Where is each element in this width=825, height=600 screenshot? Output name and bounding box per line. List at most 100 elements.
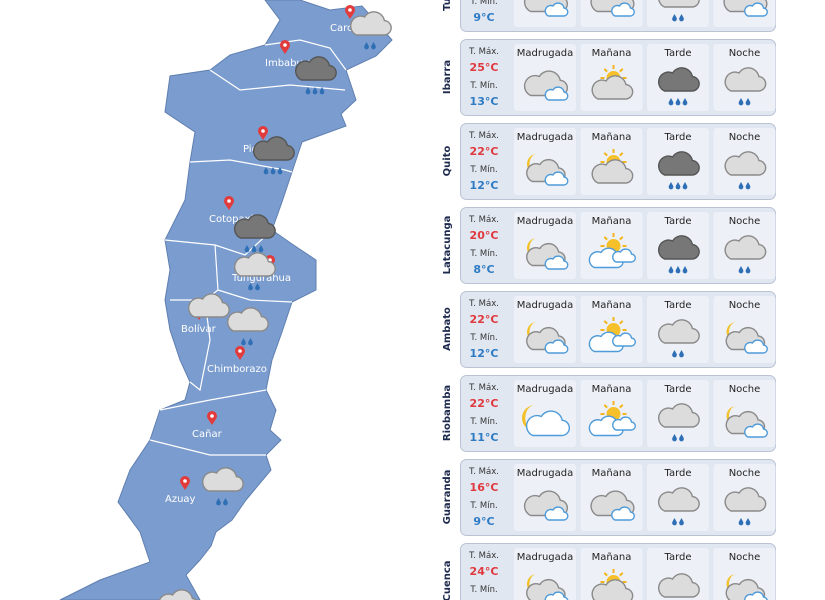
rain-drop bbox=[270, 167, 276, 175]
cloud bbox=[202, 467, 244, 492]
rain-drop bbox=[668, 266, 674, 274]
weather-icon bbox=[588, 317, 636, 353]
map-weather-icon bbox=[234, 252, 276, 291]
cloud bbox=[544, 171, 569, 186]
rain-drop bbox=[738, 518, 744, 526]
sun-ray bbox=[603, 572, 608, 577]
rain-drop bbox=[263, 167, 269, 175]
cloud bbox=[658, 573, 700, 598]
max-label: T. Máx. bbox=[468, 383, 499, 393]
city-card: Riobamba T. Máx. 22°C T. Mín. 11°C Madrugada M… bbox=[442, 375, 776, 452]
cloud bbox=[724, 67, 767, 92]
province-label: Carchi bbox=[330, 23, 362, 34]
period-label: Tarde bbox=[663, 216, 691, 227]
period-label: Tarde bbox=[663, 48, 691, 59]
cloud bbox=[591, 159, 634, 184]
rain-drop bbox=[679, 350, 684, 358]
weather-icon bbox=[523, 0, 569, 17]
period-label: Noche bbox=[729, 552, 761, 563]
cloud bbox=[744, 591, 768, 600]
weather-icon bbox=[591, 569, 634, 600]
city-name: Quito bbox=[442, 146, 453, 177]
max-temp: 20°C bbox=[470, 229, 499, 242]
weather-icon bbox=[526, 322, 569, 354]
min-label: T. Mín. bbox=[469, 501, 497, 511]
city-name: Tulcán bbox=[441, 0, 453, 11]
city-name: Riobamba bbox=[442, 385, 453, 441]
city-card: Ibarra T. Máx. 25°C T. Mín. 13°C Madrugada Mañ… bbox=[442, 39, 776, 116]
cloud bbox=[658, 319, 700, 344]
max-temp: 24°C bbox=[470, 565, 499, 578]
rain-drop bbox=[738, 182, 744, 190]
period-label: Noche bbox=[729, 468, 761, 479]
weather-icon bbox=[522, 405, 571, 437]
period-label: Tarde bbox=[663, 300, 691, 311]
period-label: Tarde bbox=[663, 384, 691, 395]
pin-dot bbox=[238, 349, 242, 353]
weather-icon bbox=[658, 319, 700, 358]
weather-icon bbox=[591, 65, 634, 100]
cloud bbox=[724, 235, 767, 260]
cloud bbox=[658, 403, 700, 428]
weather-icon bbox=[724, 235, 767, 274]
city-name: Ambato bbox=[442, 307, 453, 351]
period-label: Mañana bbox=[592, 48, 632, 59]
rain-drop bbox=[738, 98, 744, 106]
min-label: T. Mín. bbox=[469, 333, 497, 343]
cloud bbox=[544, 506, 569, 521]
weather-icon bbox=[523, 70, 569, 101]
min-label: T. Mín. bbox=[469, 165, 497, 175]
cloud bbox=[744, 2, 768, 17]
rain-drop bbox=[244, 245, 250, 253]
max-temp: 22°C bbox=[470, 145, 499, 158]
map-pin bbox=[258, 126, 268, 140]
map-pin bbox=[207, 411, 217, 425]
rain-drop bbox=[675, 98, 681, 106]
min-label: T. Mín. bbox=[469, 81, 497, 91]
weather-icon bbox=[526, 574, 569, 600]
map-weather-icon bbox=[227, 307, 269, 346]
weather-icon bbox=[658, 67, 700, 106]
min-temp: 12°C bbox=[470, 179, 499, 192]
cloud bbox=[544, 2, 569, 17]
city-card: Ambato T. Máx. 22°C T. Mín. 12°C Madrugada Mañ… bbox=[442, 291, 776, 368]
sun-ray bbox=[603, 404, 608, 409]
province-borders bbox=[149, 39, 347, 456]
period-label: Noche bbox=[729, 48, 761, 59]
cloud bbox=[350, 11, 392, 36]
forecast-list: Tulcán T. Máx. T. Mín. 9°C Madrugada Mañana Ta… bbox=[441, 0, 776, 600]
rain-drop bbox=[745, 182, 751, 190]
moon bbox=[522, 405, 535, 431]
cloud bbox=[544, 591, 569, 600]
weather-icon bbox=[590, 490, 635, 521]
city-card: Latacunga T. Máx. 20°C T. Mín. 8°C Madrugada M… bbox=[442, 207, 776, 284]
map-weather-icon bbox=[158, 589, 198, 600]
period-label: Mañana bbox=[592, 384, 632, 395]
min-temp: 13°C bbox=[470, 95, 499, 108]
period-label: Noche bbox=[729, 384, 761, 395]
max-label: T. Máx. bbox=[468, 551, 499, 561]
weather-icon bbox=[723, 0, 768, 17]
pin-dot bbox=[261, 129, 265, 133]
sun-ray bbox=[603, 236, 608, 241]
period-label: Madrugada bbox=[517, 48, 574, 59]
pin-dot bbox=[210, 414, 214, 418]
min-temp: 11°C bbox=[470, 431, 499, 444]
city-card: Guaranda T. Máx. 16°C T. Mín. 9°C Madrugada Ma… bbox=[442, 459, 776, 536]
city-name: Guaranda bbox=[442, 470, 453, 525]
cloud bbox=[158, 589, 198, 600]
weather-icon bbox=[588, 401, 636, 437]
province-label: Cañar bbox=[192, 429, 223, 440]
rain-drop bbox=[258, 245, 264, 253]
cloud bbox=[744, 423, 768, 438]
period-label: Tarde bbox=[663, 468, 691, 479]
weather-icon bbox=[658, 487, 700, 526]
sun-ray bbox=[603, 152, 608, 157]
rain-drop bbox=[672, 518, 677, 526]
max-temp: 22°C bbox=[470, 313, 499, 326]
sun-ray bbox=[619, 152, 624, 157]
cloud bbox=[525, 410, 571, 437]
cloud bbox=[658, 151, 700, 176]
min-temp: 9°C bbox=[473, 515, 494, 528]
